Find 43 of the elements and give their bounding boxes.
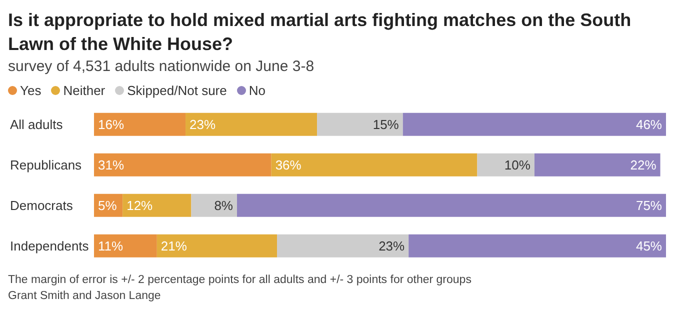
legend-label: Neither [62,83,106,98]
bar [237,194,666,217]
data-label: 23% [190,116,216,132]
bar [477,153,534,176]
data-label: 75% [636,198,662,213]
text: Grant Smith and Jason Lange [8,290,162,302]
bar [277,234,409,258]
y-tick-label: Republicans [10,157,82,172]
bar [122,194,192,217]
text: The margin of error is +/- 2 percentage points for all adults and +/- 3 points for other groups [8,274,472,286]
data-label: 36% [275,157,302,172]
bar [408,234,666,258]
legend-label: Skipped/Not sure [126,83,227,98]
data-label: 15% [372,116,400,132]
y-tick-label: Independents [10,238,90,254]
data-label: 31% [98,157,124,172]
bar [94,234,157,258]
bar [402,112,666,136]
bar [534,153,660,176]
data-label: 12% [126,198,154,213]
legend-label: Yes [19,83,42,98]
data-label: 21% [160,238,188,254]
data-label: 8% [214,198,234,213]
y-tick-label: All adults [10,116,64,132]
data-label: 46% [636,116,662,132]
bar [156,234,278,258]
chart-subtitle: survey of 4,531 adults nationwide on June 3-8 [8,58,316,75]
data-label: 16% [98,116,124,132]
data-label: 45% [636,238,662,254]
legend-label: No [248,83,266,98]
chart-title: Is it appropriate to hold mixed martial arts fighting matches on the South Lawn of the White House? [8,9,632,56]
bar [94,153,272,176]
bar [271,153,478,176]
bar [94,112,186,136]
data-label: 23% [378,238,406,254]
bar [317,112,403,136]
data-label: 5% [98,198,118,213]
y-tick-label: Democrats [10,198,74,213]
data-label: 10% [504,157,531,172]
bar [186,112,318,136]
data-label: 22% [630,157,657,172]
data-label: 11% [98,238,124,254]
bar [191,194,237,217]
